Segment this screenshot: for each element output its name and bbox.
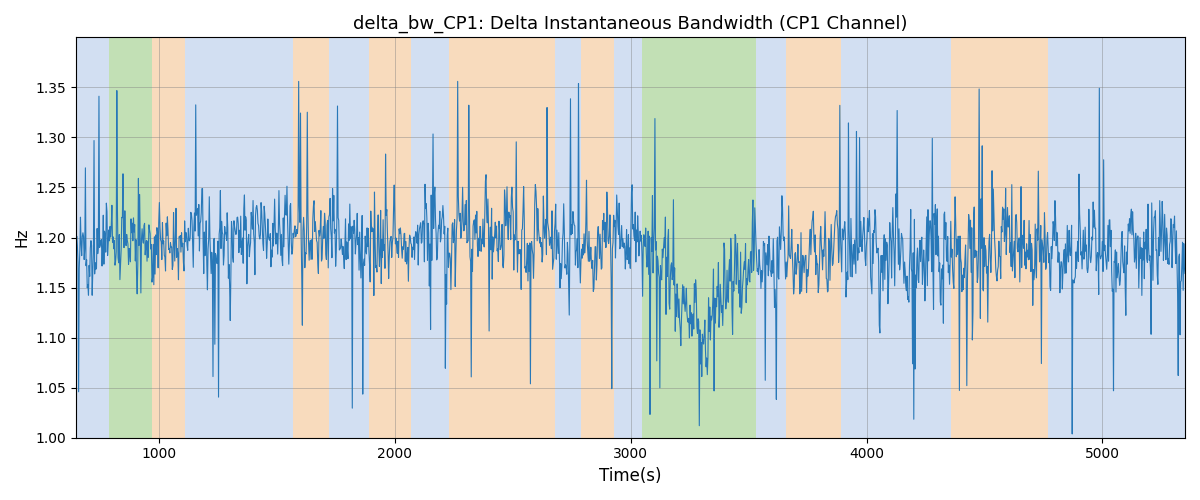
Bar <box>581 38 614 438</box>
Bar <box>449 38 556 438</box>
Bar <box>952 38 1048 438</box>
Bar <box>840 38 952 438</box>
Bar <box>1048 38 1186 438</box>
Bar <box>756 38 786 438</box>
Bar <box>329 38 368 438</box>
Bar <box>151 38 185 438</box>
Title: delta_bw_CP1: Delta Instantaneous Bandwidth (CP1 Channel): delta_bw_CP1: Delta Instantaneous Bandwi… <box>353 15 908 34</box>
Bar <box>786 38 840 438</box>
Bar <box>642 38 756 438</box>
Bar <box>109 38 151 438</box>
Bar <box>76 38 109 438</box>
Bar <box>185 38 293 438</box>
Y-axis label: Hz: Hz <box>14 228 30 248</box>
Bar <box>368 38 412 438</box>
Bar <box>293 38 329 438</box>
X-axis label: Time(s): Time(s) <box>599 467 662 485</box>
Bar <box>556 38 581 438</box>
Bar <box>614 38 642 438</box>
Bar <box>412 38 449 438</box>
